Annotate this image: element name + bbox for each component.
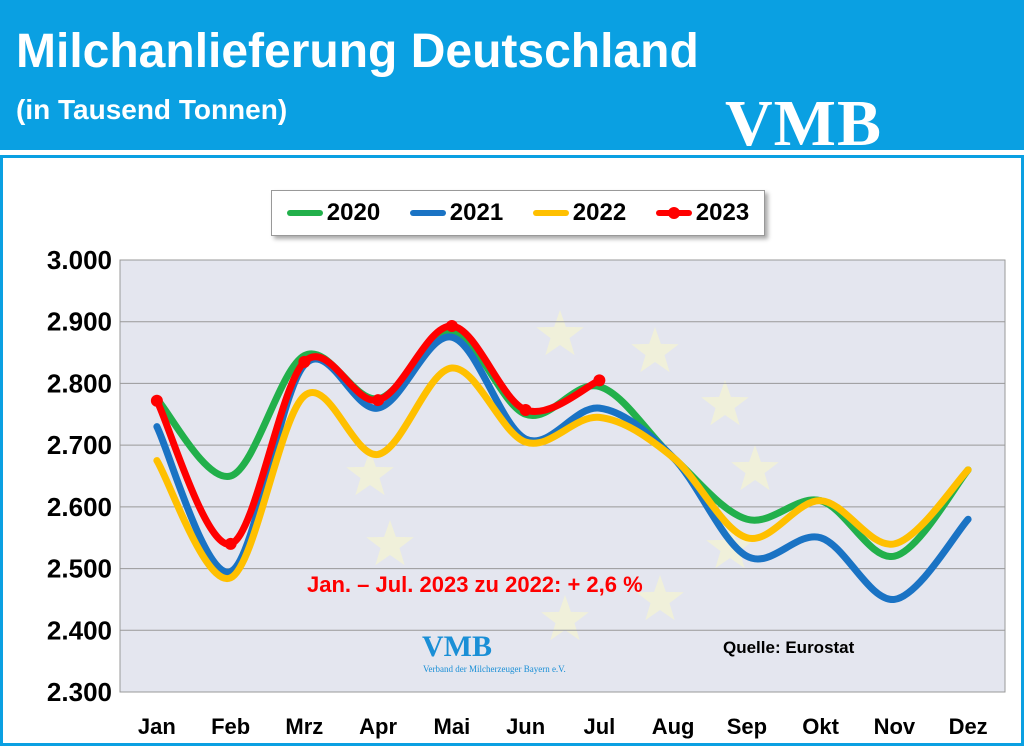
legend-label: 2021 [449, 199, 504, 226]
legend-swatch [655, 207, 692, 219]
y-tick-label: 2.800 [47, 368, 112, 398]
annotation: Jan. – Jul. 2023 zu 2022: + 2,6 % [307, 572, 643, 597]
y-tick-label: 2.400 [47, 615, 112, 645]
data-point-2023 [150, 394, 163, 407]
eu-star-decoration [346, 450, 394, 496]
legend-swatch [409, 210, 446, 216]
chart-subtitle: (in Tausend Tonnen) [16, 94, 288, 125]
legend: 2020 2021 2022 2023 [271, 190, 765, 236]
x-tick-label: Sep [727, 714, 767, 739]
legend-label: 2020 [326, 199, 381, 226]
y-tick-label: 2.600 [47, 492, 112, 522]
x-tick-label: Dez [949, 714, 988, 739]
data-point-2023 [593, 374, 606, 387]
source-label: Quelle: Eurostat [723, 638, 855, 657]
x-tick-label: Jul [583, 714, 615, 739]
legend-item-2022: 2022 [532, 199, 627, 227]
data-point-2023 [224, 537, 237, 550]
x-tick-label: Feb [211, 714, 250, 739]
legend-label: 2023 [695, 199, 750, 226]
eu-star-decoration [701, 380, 749, 426]
eu-star-decoration [366, 520, 414, 566]
y-tick-label: 2.900 [47, 307, 112, 337]
y-tick-label: 2.500 [47, 554, 112, 584]
y-tick-label: 3.000 [47, 245, 112, 275]
x-tick-label: Aug [652, 714, 695, 739]
data-point-2023 [298, 355, 311, 368]
x-tick-label: Mai [434, 714, 471, 739]
eu-star-decoration [636, 575, 684, 621]
legend-swatch [286, 210, 323, 216]
x-tick-label: Okt [802, 714, 839, 739]
header: Milchanlieferung Deutschland (in Tausend… [0, 0, 1024, 160]
legend-item-2023: 2023 [655, 199, 750, 227]
chart-title: Milchanlieferung Deutschland [16, 25, 699, 78]
data-point-2023 [372, 394, 385, 407]
y-tick-label: 2.700 [47, 430, 112, 460]
legend-item-2020: 2020 [286, 199, 381, 227]
eu-star-decoration [631, 327, 679, 373]
y-tick-label: 2.300 [47, 677, 112, 707]
x-tick-label: Jun [506, 714, 545, 739]
series-line-2022 [153, 364, 972, 582]
legend-swatch [532, 210, 569, 216]
data-point-2023 [445, 320, 458, 333]
vmb-logo: VMB [725, 87, 882, 160]
eu-star-decoration [536, 310, 584, 356]
data-point-2023 [519, 403, 532, 416]
x-tick-label: Apr [359, 714, 397, 739]
x-tick-label: Jan [138, 714, 176, 739]
vmb-tagline: Verband der Milcherzeuger Bayern e.V. [423, 664, 566, 674]
eu-star-decoration [731, 445, 779, 491]
legend-label: 2022 [572, 199, 627, 226]
x-tick-label: Mrz [285, 714, 323, 739]
legend-item-2021: 2021 [409, 199, 504, 227]
vmb-watermark-logo: VMB [422, 630, 492, 663]
eu-star-decoration [541, 595, 589, 641]
x-tick-label: Nov [874, 714, 916, 739]
